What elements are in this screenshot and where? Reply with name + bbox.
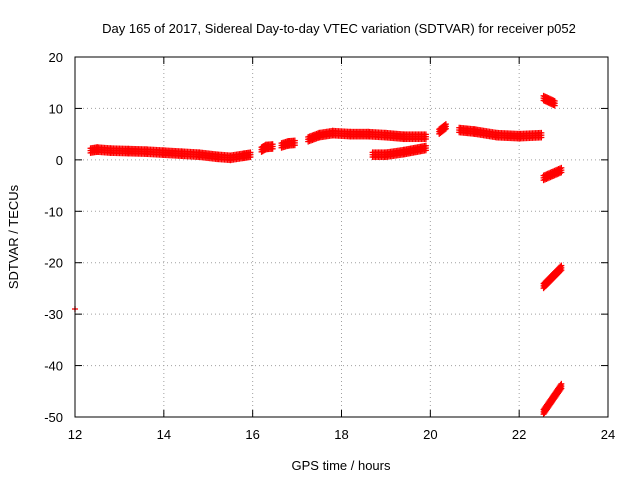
data-segment — [540, 92, 558, 109]
data-segment — [369, 142, 429, 161]
y-tick-label: -40 — [44, 359, 63, 374]
plot-frame — [74, 56, 609, 418]
data-segment — [258, 141, 276, 155]
data-segment — [540, 262, 565, 292]
data-points — [72, 92, 565, 418]
y-tick-label: 0 — [56, 153, 63, 168]
data-segment — [540, 380, 565, 418]
x-tick-label: 14 — [157, 427, 171, 442]
x-tick-label: 22 — [512, 427, 526, 442]
data-segment — [305, 127, 429, 145]
x-tick-label: 24 — [601, 427, 615, 442]
grid-lines — [75, 57, 608, 417]
data-segment — [540, 164, 565, 184]
y-axis-label: SDTVAR / TECUs — [6, 184, 21, 289]
y-tick-label: -20 — [44, 256, 63, 271]
x-tick-label: 20 — [423, 427, 437, 442]
x-tick-label: 16 — [245, 427, 259, 442]
chart-title: Day 165 of 2017, Sidereal Day-to-day VTE… — [102, 21, 576, 36]
y-tick-label: -50 — [44, 410, 63, 425]
y-tick-label: -30 — [44, 307, 63, 322]
y-tick-label: 10 — [49, 101, 63, 116]
y-tick-labels: -50 -40 -30 -20 -10 0 10 20 — [44, 50, 63, 425]
data-segment — [436, 121, 449, 137]
y-tick-label: -10 — [44, 204, 63, 219]
data-segment — [278, 137, 298, 151]
x-tick-labels: 12 14 16 18 20 22 24 — [68, 427, 615, 442]
x-tick-label: 18 — [334, 427, 348, 442]
x-tick-label: 12 — [68, 427, 82, 442]
y-tick-label: 20 — [49, 50, 63, 65]
data-segment — [87, 144, 254, 164]
x-axis-label: GPS time / hours — [292, 458, 391, 473]
data-segment — [456, 124, 545, 142]
